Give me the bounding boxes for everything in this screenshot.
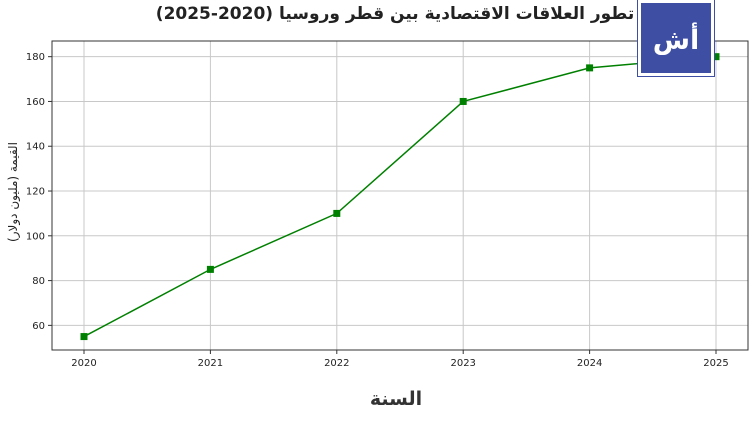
brand-logo: أش [637,0,715,77]
x-tick-label: 2024 [577,358,602,369]
logo-text: أش [652,24,700,56]
data-point-marker [712,53,720,61]
y-tick-label: 140 [26,142,45,153]
x-tick-label: 2025 [703,358,728,369]
y-tick-label: 180 [26,52,45,63]
y-tick-label: 60 [32,321,45,332]
x-tick-label: 2020 [71,358,96,369]
series-markers [80,53,720,341]
data-point-marker [80,333,88,341]
x-axis-label: السنة [369,388,423,410]
y-axis-label: القيمة (مليون دولار) [6,142,20,242]
plot-area-frame [51,40,749,351]
x-tick-label: 2021 [198,358,223,369]
series-line [83,55,717,338]
x-tick-label: 2023 [450,358,475,369]
x-axis-ticks: 2020 2021 2022 2023 2024 2025 [71,350,729,369]
x-tick-label: 2022 [324,358,349,369]
data-point-marker [586,64,594,72]
y-tick-label: 80 [32,276,45,287]
y-gridlines [52,56,748,326]
y-axis-ticks: 60 80 100 120 140 160 180 [26,52,52,332]
data-point-marker [459,97,467,105]
data-point-marker [333,209,341,217]
x-gridlines [83,41,717,350]
chart-title: تطور العلاقات الاقتصادية بين قطر وروسيا … [155,4,635,24]
y-tick-label: 120 [26,187,45,198]
data-point-marker [206,265,214,273]
y-tick-label: 160 [26,97,45,108]
y-tick-label: 100 [26,231,45,242]
